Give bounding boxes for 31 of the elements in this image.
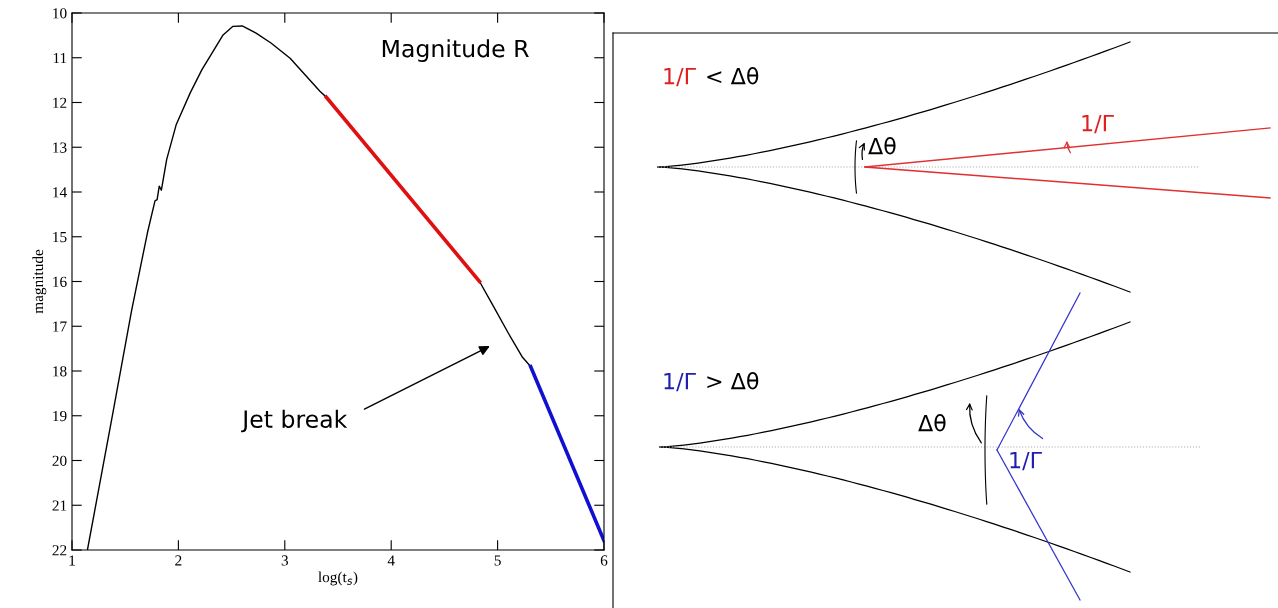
x-axis-title: log(t$_{s}$)	[318, 571, 358, 586]
y-tick-label: 17	[53, 321, 67, 332]
text: Δθ	[868, 137, 896, 155]
y-tick-label: 22	[52, 545, 67, 556]
text: Δθ	[918, 414, 946, 432]
y-tick-label: 20	[52, 455, 67, 466]
text: 1/Γ	[1010, 451, 1042, 471]
y-tick-label: 14	[53, 187, 67, 198]
y-tick-label: 11	[53, 52, 67, 64]
y-tick-label: 16	[53, 276, 67, 287]
x-tick-label: 6	[600, 555, 608, 566]
x-tick-label: 2	[175, 555, 182, 566]
y-tick-label: 12	[53, 97, 67, 108]
x-tick-label: 1	[69, 555, 75, 566]
y-tick-label: 21	[52, 500, 67, 511]
y-tick-label: 10	[53, 8, 67, 19]
y-tick-label: 15	[53, 231, 67, 243]
text: Magnitude R	[382, 39, 529, 63]
annotation: Jet break	[241, 409, 348, 433]
y-tick-label: 19	[53, 410, 67, 422]
x-tick-label: 5	[494, 555, 501, 566]
text: 1/Γ	[664, 372, 696, 392]
y-tick-label: 18	[53, 366, 67, 377]
y-tick-label: 13	[53, 142, 67, 153]
text: 1/Γ	[1082, 114, 1114, 134]
x-tick-label: 3	[281, 555, 289, 566]
x-tick-label: 4	[387, 555, 395, 566]
text: < Δθ	[707, 67, 759, 85]
y-axis-title: magnitude	[32, 249, 47, 314]
text: 1/Γ	[664, 67, 696, 87]
text: > Δθ	[707, 372, 759, 390]
